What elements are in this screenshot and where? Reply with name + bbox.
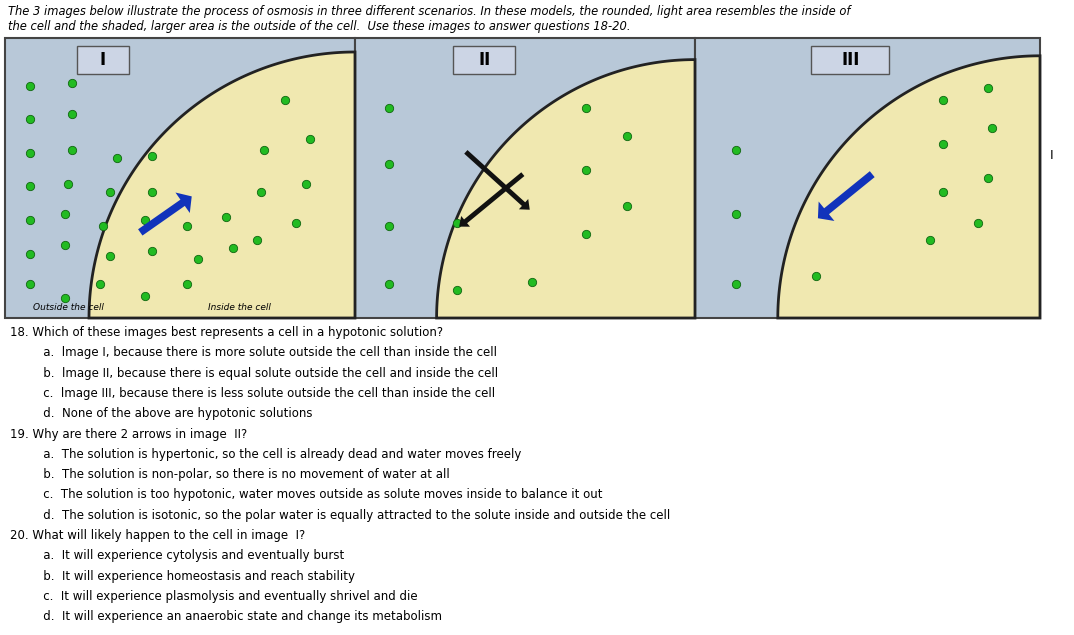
- Text: d.  It will experience an anaerobic state and change its metabolism: d. It will experience an anaerobic state…: [32, 610, 442, 623]
- Text: a.  It will experience cytolysis and eventually burst: a. It will experience cytolysis and even…: [32, 549, 345, 563]
- Text: b.  lmage II, because there is equal solute outside the cell and inside the cell: b. lmage II, because there is equal solu…: [32, 366, 498, 380]
- Text: b.  The solution is non-polar, so there is no movement of water at all: b. The solution is non-polar, so there i…: [32, 468, 450, 481]
- Polygon shape: [778, 56, 1040, 318]
- Polygon shape: [89, 52, 355, 318]
- Text: b.  It will experience homeostasis and reach stability: b. It will experience homeostasis and re…: [32, 570, 355, 582]
- Text: II: II: [478, 51, 491, 69]
- Text: a.  lmage I, because there is more solute outside the cell than inside the cell: a. lmage I, because there is more solute…: [32, 346, 497, 359]
- Bar: [355, 38, 695, 318]
- Bar: [5, 38, 355, 318]
- Text: Outside the cell: Outside the cell: [33, 303, 104, 312]
- Text: c.  lmage III, because there is less solute outside the cell than inside the cel: c. lmage III, because there is less solu…: [32, 387, 495, 400]
- Text: The 3 images below illustrate the process of osmosis in three different scenario: The 3 images below illustrate the proces…: [8, 5, 851, 18]
- Text: 20. What will likely happen to the cell in image  I?: 20. What will likely happen to the cell …: [10, 529, 305, 542]
- Text: a.  The solution is hypertonic, so the cell is already dead and water moves free: a. The solution is hypertonic, so the ce…: [32, 448, 521, 461]
- Text: the cell and the shaded, larger area is the outside of the cell.  Use these imag: the cell and the shaded, larger area is …: [8, 20, 630, 33]
- Text: III: III: [841, 51, 859, 69]
- Bar: [811, 46, 889, 74]
- Text: c.  It will experience plasmolysis and eventually shrivel and die: c. It will experience plasmolysis and ev…: [32, 590, 418, 603]
- Polygon shape: [437, 60, 695, 318]
- Bar: [453, 46, 516, 74]
- Bar: [77, 46, 129, 74]
- Text: I: I: [1050, 149, 1054, 162]
- Text: Inside the cell: Inside the cell: [208, 303, 271, 312]
- Text: I: I: [100, 51, 106, 69]
- Bar: [695, 38, 1040, 318]
- Text: c.  The solution is too hypotonic, water moves outside as solute moves inside to: c. The solution is too hypotonic, water …: [32, 488, 603, 502]
- Text: 18. Which of these images best represents a cell in a hypotonic solution?: 18. Which of these images best represent…: [10, 326, 444, 339]
- Text: d.  The solution is isotonic, so the polar water is equally attracted to the sol: d. The solution is isotonic, so the pola…: [32, 509, 670, 522]
- Text: d.  None of the above are hypotonic solutions: d. None of the above are hypotonic solut…: [32, 407, 313, 420]
- Text: 19. Why are there 2 arrows in image  II?: 19. Why are there 2 arrows in image II?: [10, 427, 247, 441]
